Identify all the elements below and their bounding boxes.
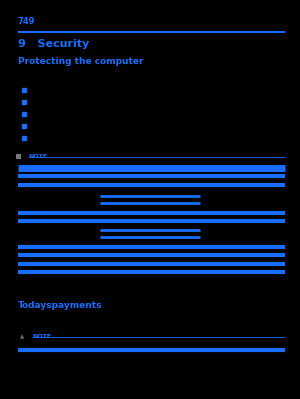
Text: NOTE: NOTE — [28, 154, 47, 160]
Text: 749: 749 — [18, 18, 35, 26]
Text: NOTE: NOTE — [32, 334, 51, 340]
Text: Protecting the computer: Protecting the computer — [18, 57, 143, 67]
Bar — [16, 154, 21, 159]
Text: ▲: ▲ — [20, 334, 24, 340]
Text: 9   Security: 9 Security — [18, 39, 89, 49]
Text: Todayspayments: Todayspayments — [18, 300, 103, 310]
